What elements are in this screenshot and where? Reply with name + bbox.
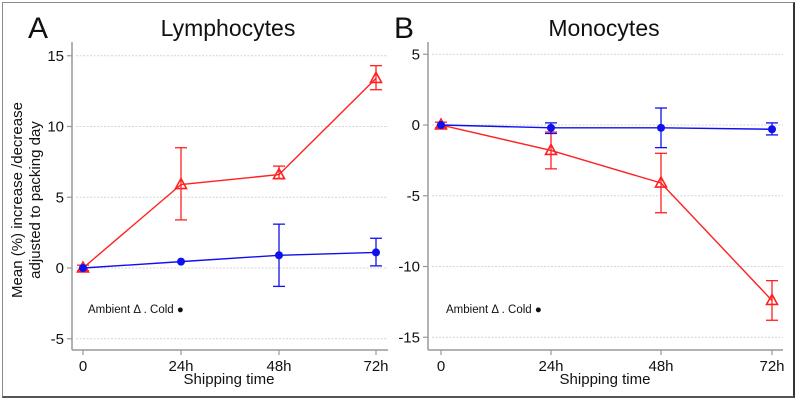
panel-a-ytick-label: 5 [56,189,64,206]
panel-a-ylabel-line2: adjusted to packing day [27,121,44,279]
panel-a-plot: -5 0 5 10 15 0 24h 48h 72h [47,42,389,375]
panel-b-ytick-label: -15 [398,329,420,346]
panel-a-legend: Ambient Δ . Cold ● [88,304,184,316]
panel-a-xtick-label: 24h [168,358,193,375]
panel-a-ambient-point [174,176,188,190]
panel-a-cold-point [275,251,283,260]
panel-b-title: Monocytes [548,15,659,41]
panel-a-cold-line [82,251,377,269]
panel-b-cold-point [437,121,445,129]
panel-a-xlabel: Shipping time [184,371,275,388]
panel-b-cold-point [657,123,665,132]
panel-b-letter: B [394,12,414,45]
panel-a-xtick-label: 72h [363,358,388,375]
panel-b-legend: Ambient Δ . Cold ● [446,304,542,316]
panel-a-cold-point [372,248,380,257]
panel-a-ambient-point [272,166,286,180]
panel-b-ytick-label: 5 [412,46,420,63]
panel-b-cold-line [440,124,773,130]
panel-a-ylabel-line1: Mean (%) increase /decrease [9,102,26,298]
panel-b-xtick-label: 0 [437,358,445,375]
panel-b-cold-point [547,123,555,132]
panel-a-ytick-label: -5 [51,331,64,348]
panel-a-xtick-label: 0 [79,358,87,375]
panel-b-ytick-label: -5 [407,188,420,205]
panel-b-ambient-point [654,175,668,188]
panel-b-ytick-label: -10 [398,259,420,276]
panel-b-ytick-label: 0 [412,117,420,134]
panel-a-ylabel: Mean (%) increase /decrease adjusted to … [9,102,44,298]
panel-a-letter: A [28,12,48,45]
panel-b-ambient-point [765,292,779,306]
panel-b-ambient-point [544,142,558,156]
panel-a-xtick-label: 48h [266,358,291,375]
panel-a-title: Lymphocytes [161,15,296,41]
panel-b-xtick-label: 72h [759,358,784,375]
panel-b-xlabel: Shipping time [560,371,651,388]
panel-a-ytick-label: 15 [47,48,64,65]
panel-b-xtick-label: 48h [648,358,673,375]
panel-a-ambient-line [82,77,377,269]
panel-a-ytick-label: 10 [47,119,64,136]
panel-b-cold-point [768,125,776,134]
panel-a-cold-point [79,264,87,272]
panel-a-ytick-label: 0 [56,260,64,277]
figure-frame [2,2,795,398]
panel-b-ambient-line [440,124,773,301]
panel-b-plot: -15 -10 -5 0 5 0 24h 48h 72h [398,42,785,375]
panel-a-cold-point [177,257,185,266]
panel-b-xtick-label: 24h [538,358,563,375]
panel-a-ambient-point [369,70,383,84]
